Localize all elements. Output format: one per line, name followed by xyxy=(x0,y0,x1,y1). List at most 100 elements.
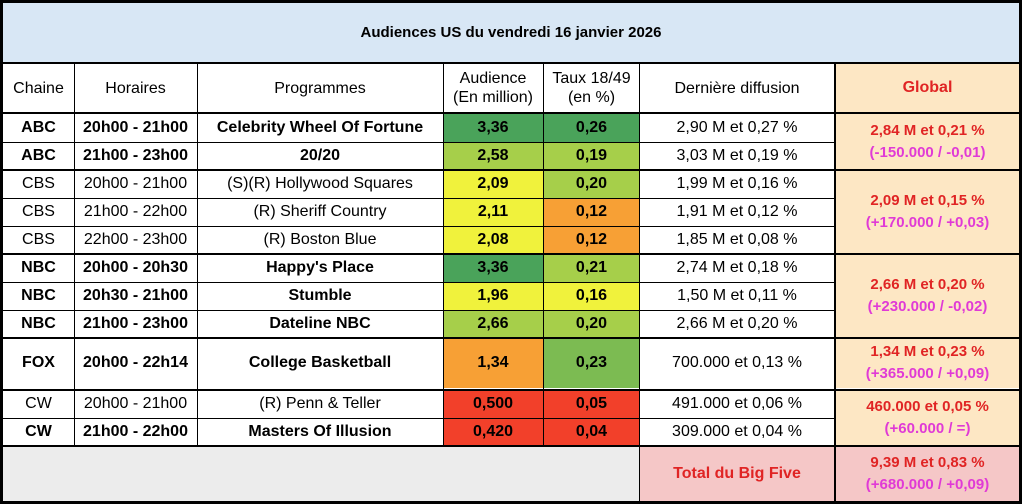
cell-programme: College Basketball xyxy=(248,354,392,371)
cell-chaine: ABC xyxy=(21,119,56,136)
cell-derniere: 1,85 M et 0,08 % xyxy=(676,231,798,248)
row-separator xyxy=(3,198,835,199)
cell-audience: 0,420 xyxy=(443,418,543,446)
cell-derniere: 2,66 M et 0,20 % xyxy=(676,315,798,332)
cell-programme: Celebrity Wheel Of Fortune xyxy=(216,119,424,136)
global-cell: 460.000 et 0,05 % (+60.000 / =) xyxy=(835,390,1020,446)
cell-horaires: 20h00 - 22h14 xyxy=(83,354,188,371)
cell-horaires: 21h00 - 22h00 xyxy=(83,423,188,440)
cell-taux: 0,26 xyxy=(543,114,640,142)
global-delta: (+365.000 / +0,09) xyxy=(865,365,990,382)
column-separator xyxy=(639,64,640,504)
cell-horaires: 20h00 - 20h30 xyxy=(83,259,188,276)
global-value: 2,66 M et 0,20 % xyxy=(870,276,985,293)
table-title: Audiences US du vendredi 16 janvier 2026 xyxy=(3,3,1019,62)
cell-derniere: 1,91 M et 0,12 % xyxy=(676,203,798,220)
row-separator xyxy=(3,282,835,283)
total-value-line1: 9,39 M et 0,83 % xyxy=(870,453,985,471)
column-separator xyxy=(74,64,75,446)
cell-horaires: 21h00 - 22h00 xyxy=(83,203,188,220)
cell-derniere: 2,74 M et 0,18 % xyxy=(676,259,798,276)
cell-derniere: 491.000 et 0,06 % xyxy=(672,395,802,412)
global-delta: (+170.000 / +0,03) xyxy=(865,214,990,231)
cell-chaine: NBC xyxy=(21,287,56,304)
title-divider xyxy=(0,62,1022,64)
header-taux-line1: Taux 18/49 xyxy=(552,70,631,87)
cell-programme: (R) Boston Blue xyxy=(263,231,377,248)
cell-taux: 0,23 xyxy=(543,338,640,388)
row-separator xyxy=(3,310,835,311)
cell-chaine: CBS xyxy=(22,231,55,248)
global-delta: (-150.000 / -0,01) xyxy=(869,144,986,161)
global-value: 2,09 M et 0,15 % xyxy=(870,192,985,209)
header-taux: Taux 18/49 (en %) xyxy=(543,64,640,112)
column-separator xyxy=(543,64,544,446)
cell-horaires: 20h00 - 21h00 xyxy=(83,119,188,136)
cell-derniere: 1,50 M et 0,11 % xyxy=(677,287,797,304)
global-value: 1,34 M et 0,23 % xyxy=(870,343,985,360)
cell-derniere: 700.000 et 0,13 % xyxy=(672,354,802,371)
total-label: Total du Big Five xyxy=(640,446,834,501)
cell-taux: 0,16 xyxy=(543,282,640,310)
cell-audience: 1,96 xyxy=(443,282,543,310)
header-taux-line2: (en %) xyxy=(567,89,616,106)
border-top xyxy=(0,0,1022,3)
cell-horaires: 20h30 - 21h00 xyxy=(83,287,188,304)
global-value: 460.000 et 0,05 % xyxy=(866,398,989,415)
column-separator xyxy=(197,64,198,446)
cell-derniere: 3,03 M et 0,19 % xyxy=(676,147,798,164)
cell-derniere: 2,90 M et 0,27 % xyxy=(676,119,798,136)
column-separator xyxy=(834,64,836,504)
cell-programme: (R) Sheriff Country xyxy=(253,203,387,220)
header-audience: Audience (En million) xyxy=(443,64,543,112)
column-separator xyxy=(443,64,444,446)
total-value-line2: (+680.000 / +0,09) xyxy=(865,475,990,493)
cell-taux: 0,05 xyxy=(543,390,640,418)
cell-chaine: NBC xyxy=(21,259,56,276)
cell-chaine: CBS xyxy=(22,203,55,220)
cell-audience: 3,36 xyxy=(443,114,543,142)
global-cell: 1,34 M et 0,23 % (+365.000 / +0,09) xyxy=(835,338,1020,388)
global-delta: (+60.000 / =) xyxy=(884,420,971,437)
border-left xyxy=(0,0,3,504)
total-value: 9,39 M et 0,83 % (+680.000 / +0,09) xyxy=(835,446,1020,501)
cell-programme: Dateline NBC xyxy=(269,315,371,332)
group-separator xyxy=(0,169,1022,171)
cell-audience: 0,500 xyxy=(443,390,543,418)
header-divider xyxy=(0,112,1022,114)
cell-horaires: 22h00 - 23h00 xyxy=(83,231,188,248)
group-separator xyxy=(0,253,1022,255)
cell-programme: Masters Of Illusion xyxy=(248,423,392,440)
cell-derniere: 1,99 M et 0,16 % xyxy=(676,175,798,192)
cell-chaine: NBC xyxy=(21,315,56,332)
cell-audience: 3,36 xyxy=(443,254,543,282)
cell-chaine: FOX xyxy=(22,354,55,371)
cell-programme: Stumble xyxy=(288,287,352,304)
header-programmes: Programmes xyxy=(274,79,366,97)
global-cell: 2,09 M et 0,15 % (+170.000 / +0,03) xyxy=(835,170,1020,254)
header-global: Global xyxy=(835,64,1020,112)
cell-chaine: CW xyxy=(25,395,52,412)
cell-taux: 0,20 xyxy=(543,310,640,338)
cell-chaine: ABC xyxy=(21,147,56,164)
row-separator xyxy=(3,142,835,143)
cell-audience: 2,08 xyxy=(443,226,543,254)
cell-taux: 0,04 xyxy=(543,418,640,446)
group-separator xyxy=(0,337,1022,339)
cell-programme: Happy's Place xyxy=(266,259,374,276)
header-audience-line2: (En million) xyxy=(452,89,533,106)
cell-chaine: CW xyxy=(25,423,52,440)
cell-horaires: 21h00 - 23h00 xyxy=(83,147,188,164)
row-separator xyxy=(3,226,835,227)
cell-programme: (R) Penn & Teller xyxy=(259,395,381,412)
global-cell: 2,66 M et 0,20 % (+230.000 / -0,02) xyxy=(835,254,1020,338)
cell-taux: 0,12 xyxy=(543,198,640,226)
global-delta: (+230.000 / -0,02) xyxy=(867,298,988,315)
cell-taux: 0,21 xyxy=(543,254,640,282)
cell-taux: 0,12 xyxy=(543,226,640,254)
header-chaine: Chaine xyxy=(13,79,64,97)
cell-audience: 2,58 xyxy=(443,142,543,170)
global-cell: 2,84 M et 0,21 % (-150.000 / -0,01) xyxy=(835,114,1020,170)
cell-taux: 0,20 xyxy=(543,170,640,198)
